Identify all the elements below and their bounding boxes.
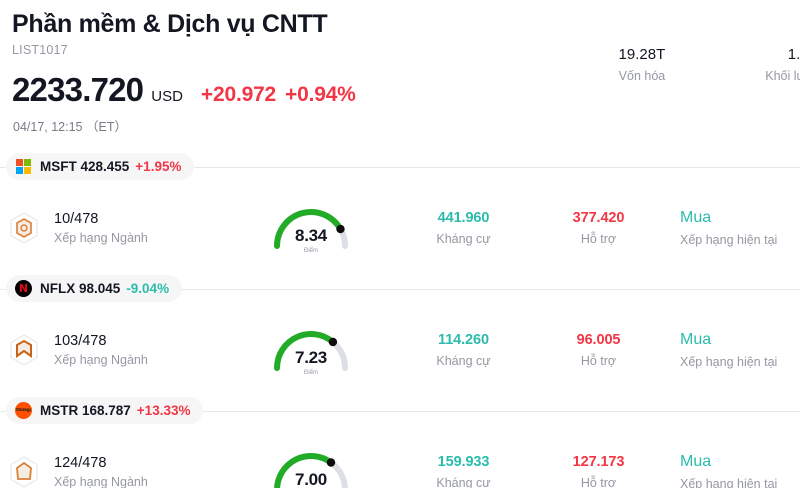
ticker-logo bbox=[15, 158, 32, 175]
ticker-divider-line: Strategy MSTR 168.787 +13.33% bbox=[0, 397, 800, 425]
support-value: 377.420 bbox=[572, 209, 625, 226]
rating-label: Xếp hạng hiện tại bbox=[680, 232, 778, 247]
resistance-value: 114.260 bbox=[438, 331, 489, 348]
score-unit-label: Điểm bbox=[303, 369, 318, 376]
resistance-label: Kháng cự bbox=[436, 232, 491, 247]
rating-cell: Mua Xếp hạng hiện tại bbox=[666, 452, 800, 488]
score-value: 8.34 bbox=[295, 225, 327, 245]
ticker-block: Strategy MSTR 168.787 +13.33% 124/478 Xếp hạ… bbox=[0, 397, 800, 488]
rank-badge-hexagon-tier2 bbox=[6, 332, 42, 368]
industry-rank-cell: 10/478 Xếp hạng Ngành bbox=[6, 210, 226, 246]
ticker-logo: N bbox=[15, 280, 32, 297]
support-label: Hỗ trợ bbox=[580, 232, 617, 247]
ticker-block: N NFLX 98.045 -9.04% 103/478 Xếp hạng Ngành 7… bbox=[0, 275, 800, 397]
ticker-change-percent: +13.33% bbox=[136, 403, 191, 418]
score-gauge: 7.23 Điểm bbox=[267, 324, 355, 376]
ticker-change-percent: -9.04% bbox=[126, 281, 170, 296]
score-gauge-cell: 7.23 Điểm bbox=[226, 324, 396, 376]
stat-volume-value: 1.71B bbox=[787, 46, 800, 63]
resistance-cell: 441.960 Kháng cự bbox=[396, 209, 531, 247]
rating-value: Mua bbox=[680, 331, 712, 349]
score-gauge-cell: 8.34 Điểm bbox=[226, 202, 396, 254]
resistance-value: 441.960 bbox=[437, 209, 490, 226]
ticker-pill-nflx[interactable]: N NFLX 98.045 -9.04% bbox=[6, 275, 183, 302]
strategy-logo: Strategy bbox=[15, 402, 32, 419]
quote-timestamp: 04/17, 12:15 （ET） bbox=[13, 119, 127, 134]
support-cell: 96.005 Hỗ trợ bbox=[531, 331, 666, 369]
ticker-row[interactable]: 124/478 Xếp hạng Ngành 7.00Điểm 159.933 Khán… bbox=[0, 425, 800, 488]
score-gauge-cell: 7.00Điểm bbox=[226, 446, 396, 488]
stat-market-cap-value: 19.28T bbox=[618, 46, 666, 63]
quote-summary: 2233.720 USD +20.972 +0.94% bbox=[12, 73, 788, 107]
ticker-symbol-price: MSFT 428.455 bbox=[40, 159, 130, 174]
index-currency: USD bbox=[151, 87, 183, 105]
index-change: +20.972 +0.94% bbox=[201, 83, 356, 107]
support-label: Hỗ trợ bbox=[580, 354, 617, 369]
resistance-cell: 114.260 Kháng cự bbox=[396, 331, 531, 369]
rating-value: Mua bbox=[680, 209, 712, 227]
support-value: 127.173 bbox=[572, 453, 625, 470]
ticker-change-percent: +1.95% bbox=[135, 159, 182, 174]
industry-rank-cell: 124/478 Xếp hạng Ngành bbox=[6, 454, 226, 488]
score-gauge: 7.00Điểm bbox=[267, 446, 355, 488]
rating-label: Xếp hạng hiện tại bbox=[680, 354, 778, 369]
rating-cell: Mua Xếp hạng hiện tại bbox=[666, 208, 800, 247]
header-stats: 19.28T Vốn hóa 1.71B Khối lượng bbox=[619, 46, 800, 83]
ticker-divider-line: N NFLX 98.045 -9.04% bbox=[0, 275, 800, 303]
stat-market-cap: 19.28T Vốn hóa bbox=[619, 46, 666, 83]
ticker-block: MSFT 428.455 +1.95% 10/478 Xếp hạng Ngành 8.… bbox=[0, 153, 800, 275]
support-cell: 377.420 Hỗ trợ bbox=[531, 209, 666, 247]
netflix-logo: N bbox=[15, 280, 32, 297]
resistance-value: 159.933 bbox=[437, 453, 490, 470]
stat-volume: 1.71B Khối lượng bbox=[765, 46, 800, 83]
rank-badge-hexagon-tier1 bbox=[6, 210, 42, 246]
stat-market-cap-label: Vốn hóa bbox=[618, 68, 666, 83]
score-unit-label: Điểm bbox=[303, 247, 318, 254]
ticker-pill-msft[interactable]: MSFT 428.455 +1.95% bbox=[6, 153, 195, 180]
ticker-symbol-price: NFLX 98.045 bbox=[40, 281, 121, 296]
ticker-divider-line: MSFT 428.455 +1.95% bbox=[0, 153, 800, 181]
support-value: 96.005 bbox=[576, 331, 621, 348]
resistance-label: Kháng cự bbox=[436, 476, 491, 488]
rating-label: Xếp hạng hiện tại bbox=[680, 476, 778, 488]
index-symbol: LIST1017 bbox=[12, 42, 68, 57]
industry-rank-value: 103/478 bbox=[54, 332, 107, 349]
ticker-row[interactable]: 103/478 Xếp hạng Ngành 7.23 Điểm 114.260 Khán… bbox=[0, 303, 800, 397]
page-title: Phần mềm & Dịch vụ CNTT bbox=[12, 10, 328, 38]
resistance-cell: 159.933 Kháng cự bbox=[396, 453, 531, 488]
microsoft-logo bbox=[16, 159, 31, 174]
index-change-percent: +0.94% bbox=[285, 82, 356, 106]
rank-badge-hexagon-tier3 bbox=[6, 454, 42, 488]
index-price: 2233.720 bbox=[12, 70, 144, 108]
score-value: 7.00 bbox=[295, 469, 327, 488]
stat-volume-label: Khối lượng bbox=[765, 68, 800, 83]
ticker-row[interactable]: 10/478 Xếp hạng Ngành 8.34 Điểm 441.960 Kháng… bbox=[0, 181, 800, 275]
page-header: Phần mềm & Dịch vụ CNTT LIST1017 2233.72… bbox=[0, 0, 800, 135]
ticker-list: MSFT 428.455 +1.95% 10/478 Xếp hạng Ngành 8.… bbox=[0, 153, 800, 488]
industry-rank-label: Xếp hạng Ngành bbox=[54, 231, 148, 246]
ticker-logo: Strategy bbox=[15, 402, 32, 419]
score-value: 7.23 bbox=[295, 347, 327, 367]
industry-rank-cell: 103/478 Xếp hạng Ngành bbox=[6, 332, 226, 368]
industry-rank-value: 124/478 bbox=[54, 454, 107, 471]
rating-cell: Mua Xếp hạng hiện tại bbox=[666, 330, 800, 369]
index-change-absolute: +20.972 bbox=[200, 82, 277, 106]
ticker-pill-mstr[interactable]: Strategy MSTR 168.787 +13.33% bbox=[6, 397, 204, 424]
ticker-symbol-price: MSTR 168.787 bbox=[40, 403, 131, 418]
industry-rank-label: Xếp hạng Ngành bbox=[54, 475, 148, 488]
resistance-label: Kháng cự bbox=[436, 354, 491, 369]
score-gauge: 8.34 Điểm bbox=[267, 202, 355, 254]
industry-rank-label: Xếp hạng Ngành bbox=[54, 353, 148, 368]
industry-rank-value: 10/478 bbox=[54, 210, 99, 227]
support-label: Hỗ trợ bbox=[580, 476, 617, 488]
support-cell: 127.173 Hỗ trợ bbox=[531, 453, 666, 488]
rating-value: Mua bbox=[680, 453, 712, 471]
